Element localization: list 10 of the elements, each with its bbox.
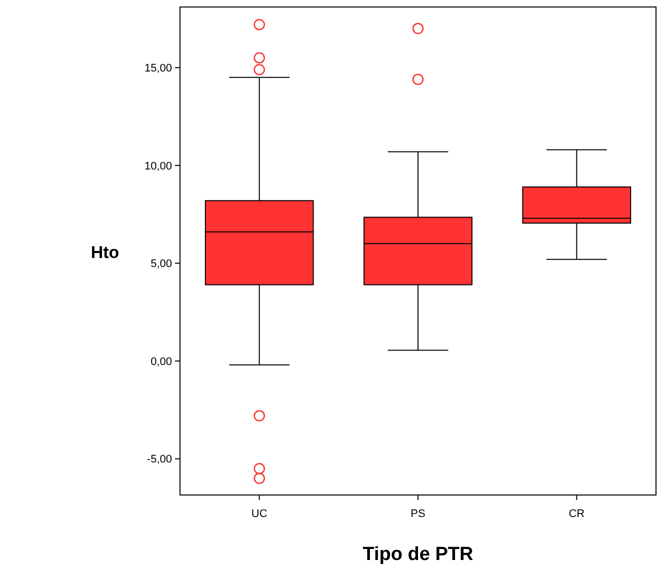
y-tick-label: -5,00 (146, 454, 172, 466)
y-tick-label: 15,00 (144, 62, 172, 74)
y-tick-label: 0,00 (150, 356, 172, 368)
y-axis-title: Hto (90, 242, 120, 262)
x-tick-label: CR (568, 508, 585, 520)
x-tick-label: PS (410, 508, 426, 520)
x-axis-title: Tipo de PTR (362, 544, 474, 565)
y-tick-label: 10,00 (144, 160, 172, 172)
x-tick-label: UC (251, 508, 268, 520)
y-tick-label: 5,00 (150, 258, 172, 270)
